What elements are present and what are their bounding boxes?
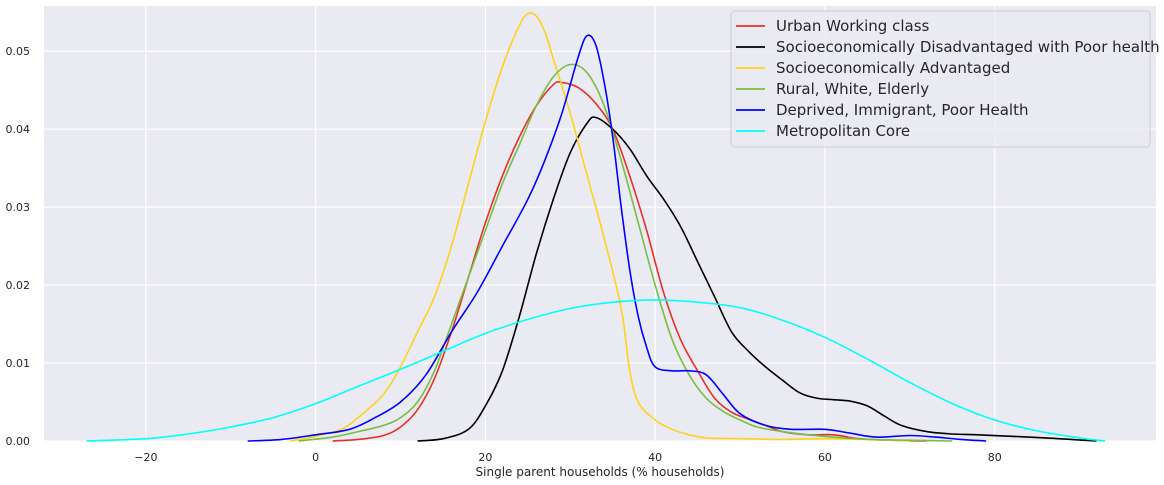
legend-label: Socioeconomically Advantaged <box>776 59 1010 77</box>
series-line-5 <box>247 34 987 442</box>
legend-label: Urban Working class <box>776 17 930 35</box>
legend-label: Deprived, Immigrant, Poor Health <box>776 101 1028 119</box>
x-tick-label: 0 <box>312 451 319 464</box>
x-tick-label: −20 <box>134 451 157 464</box>
y-tick-label: 0.04 <box>6 123 31 136</box>
series-line-4 <box>298 63 953 442</box>
y-tick-label: 0.02 <box>6 279 31 292</box>
tick-labels: −20 0 20 40 60 80 0.00 0.01 0.02 0.03 0.04 0.05 <box>6 45 1002 464</box>
x-tick-label: 40 <box>648 451 662 464</box>
y-tick-label: 0.00 <box>6 435 31 448</box>
series-lines <box>86 12 1106 442</box>
legend-label: Rural, White, Elderly <box>776 80 929 98</box>
x-tick-label: 80 <box>988 451 1002 464</box>
legend-frame <box>730 10 1151 148</box>
x-tick-label: 20 <box>478 451 492 464</box>
x-axis-label: Single parent households (% households) <box>476 465 725 479</box>
series-line-6 <box>86 299 1106 442</box>
y-tick-label: 0.01 <box>6 357 31 370</box>
series-line-2 <box>417 116 1097 442</box>
legend-label: Metropolitan Core <box>776 122 910 140</box>
y-tick-label: 0.05 <box>6 45 31 58</box>
legend: Urban Working class Socioeconomically Dis… <box>730 10 1160 148</box>
y-tick-label: 0.03 <box>6 201 31 214</box>
series-line-3 <box>290 12 910 442</box>
x-tick-label: 60 <box>818 451 832 464</box>
legend-label: Socioeconomically Disadvantaged with Poo… <box>776 38 1160 56</box>
